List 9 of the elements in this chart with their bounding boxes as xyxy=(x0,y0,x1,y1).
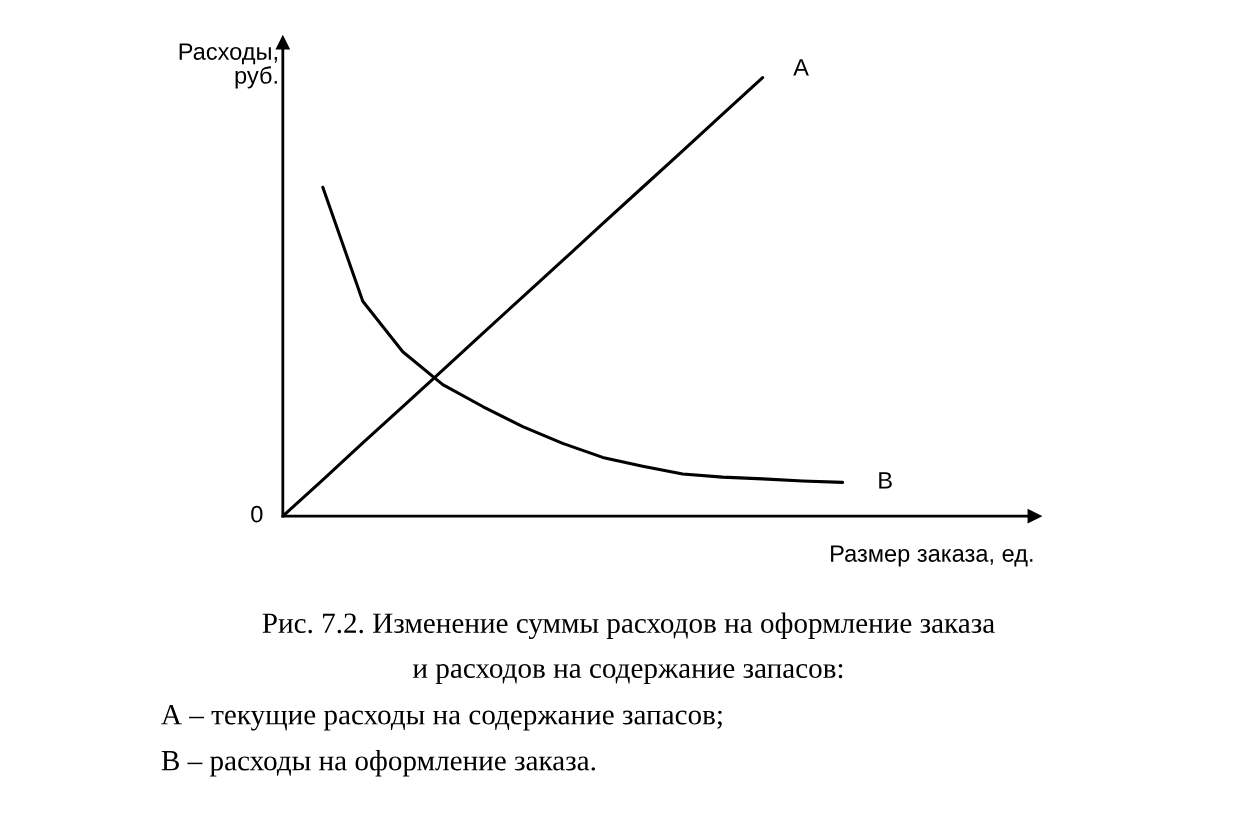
text: Рис. 7.2. Изменение суммы расходов на оформление заказа xyxy=(262,612,995,640)
text: А – текущие расходы на содержание запасов; xyxy=(161,705,722,731)
text: и расходов на содержание запасов: xyxy=(412,664,843,684)
y-axis-title: Расходы, руб. xyxy=(179,43,277,89)
series-label: В xyxy=(879,472,892,489)
text: 0 xyxy=(251,505,263,523)
text: В – расходы на оформление заказа. xyxy=(161,749,595,777)
x-axis-title: Размер заказа, ед. xyxy=(831,545,1033,567)
series-label: А xyxy=(793,59,809,76)
